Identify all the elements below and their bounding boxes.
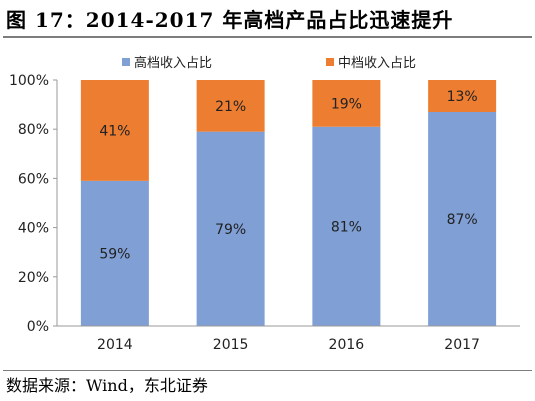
legend-label-1: 中档收入占比 — [338, 56, 416, 71]
bar-high-end-2015 — [196, 131, 265, 326]
y-tick-label-2: 40% — [18, 221, 49, 237]
legend-label-0: 高档收入占比 — [134, 55, 212, 71]
data-label-0-2015: 79% — [215, 222, 246, 238]
data-label-1-2014: 41% — [99, 123, 130, 139]
y-tick-label-1: 20% — [18, 270, 49, 286]
title-divider — [3, 36, 532, 38]
bar-mid-end-2015 — [196, 80, 265, 132]
bar-high-end-2016 — [312, 126, 381, 327]
x-tick-label-1: 2015 — [213, 337, 249, 353]
y-tick-label-4: 80% — [18, 122, 49, 138]
figure-title: 图 17：2014-2017 年高档产品占比迅速提升 — [6, 8, 454, 32]
bar-mid-end-2016 — [312, 80, 381, 127]
bar-high-end-2014 — [80, 180, 149, 326]
y-tick-label-3: 60% — [18, 171, 49, 187]
y-tick-label-5: 100% — [9, 73, 49, 89]
bar-mid-end-2014 — [80, 80, 149, 181]
data-label-0-2017: 87% — [447, 212, 478, 228]
data-label-1-2017: 13% — [447, 89, 478, 105]
legend-swatch-0 — [122, 58, 130, 66]
x-tick-label-0: 2014 — [97, 337, 133, 353]
bar-mid-end-2017 — [428, 80, 497, 112]
y-tick-label-0: 0% — [27, 319, 49, 335]
legend-swatch-1 — [326, 58, 334, 66]
data-label-0-2016: 81% — [331, 219, 362, 235]
source-note: 数据来源：Wind，东北证券 — [6, 376, 208, 395]
data-label-0-2014: 59% — [99, 246, 130, 262]
x-tick-label-3: 2017 — [444, 337, 480, 353]
data-label-1-2016: 19% — [331, 96, 362, 112]
data-label-1-2015: 21% — [215, 99, 246, 115]
source-divider — [3, 370, 532, 371]
stacked-bar-chart: 高档收入占比 中档收入占比 0% 20% 40% 60% 80% 100% 59% 41% 2014… — [9, 55, 520, 353]
x-tick-label-2: 2016 — [329, 337, 365, 353]
bar-high-end-2017 — [428, 111, 497, 326]
